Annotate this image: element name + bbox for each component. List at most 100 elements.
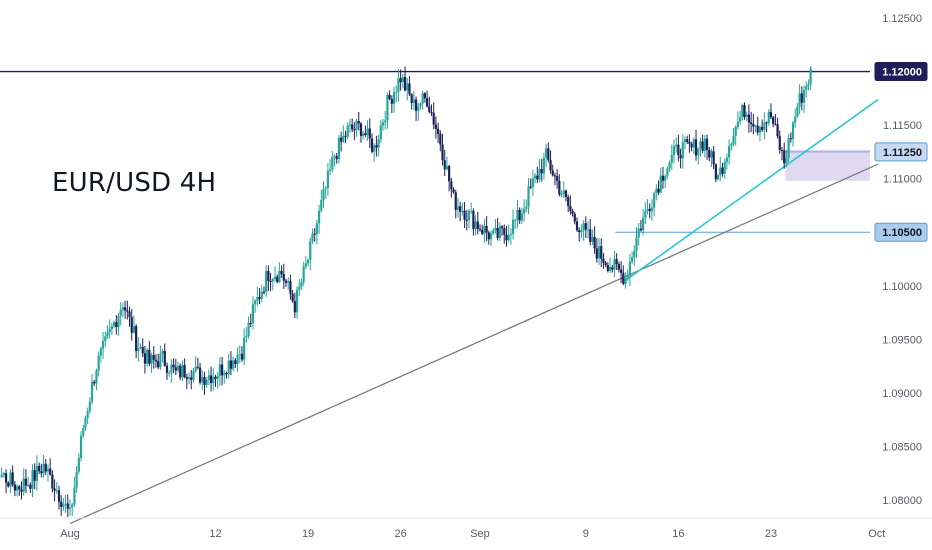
candle-body [278, 270, 281, 282]
candle-body [492, 230, 495, 234]
candle-body [500, 226, 504, 229]
candle-body [331, 157, 334, 170]
candle-body [44, 463, 47, 472]
candle-body [379, 125, 382, 140]
candle-body [646, 208, 649, 211]
candle-body [448, 165, 451, 182]
candle-body [205, 380, 208, 385]
candle-body [688, 141, 691, 144]
candle-body [216, 375, 219, 379]
y-tick-label: 1.08500 [882, 441, 922, 453]
candle-body [589, 229, 592, 242]
price-marker-support[interactable]: 1.10500 [874, 222, 928, 242]
candle-body [556, 176, 559, 181]
candle-body [254, 300, 257, 305]
candle-body [71, 504, 74, 508]
candle-body [739, 117, 742, 122]
candle-body [428, 106, 431, 112]
candle-body [604, 262, 607, 266]
candle-body [161, 350, 164, 354]
candle-body [265, 270, 268, 292]
candle-body [615, 259, 618, 265]
candle-body [179, 365, 182, 378]
candle-body [690, 143, 693, 148]
candle-body [734, 126, 737, 137]
candle-body [22, 478, 25, 492]
candle-body [212, 376, 215, 384]
candle-body [232, 360, 235, 369]
y-tick-label: 1.11500 [883, 120, 922, 132]
candle-body [313, 233, 316, 235]
candle-body [146, 349, 149, 364]
candle-body [9, 472, 12, 487]
candle-body [529, 186, 532, 188]
candle-body [745, 114, 748, 117]
candle-body [624, 277, 627, 285]
candle-body [474, 221, 477, 229]
candle-body [653, 193, 656, 208]
price-marker-label: 1.11250 [883, 147, 922, 159]
candle-body [747, 114, 751, 123]
candle-body [531, 178, 535, 188]
price-marker-zone[interactable]: 1.11250 [874, 142, 928, 162]
candle-body [522, 208, 526, 214]
candle-body [135, 326, 138, 351]
candle-body [353, 129, 356, 131]
price-marker-resistance[interactable]: 1.12000 [874, 62, 928, 82]
candle-body [681, 142, 684, 159]
candle-body [247, 322, 250, 336]
candle-body [650, 207, 654, 212]
candle-body [694, 139, 698, 156]
candle-body [699, 141, 702, 149]
candle-body [174, 367, 177, 371]
candle-body [732, 136, 735, 145]
candle-body [192, 371, 195, 380]
candle-body [564, 190, 568, 198]
candle-body [540, 168, 543, 174]
candle-body [489, 233, 493, 240]
candle-body [613, 259, 616, 270]
candle-body [741, 104, 744, 118]
candle-body [425, 98, 429, 107]
candle-body [661, 175, 665, 181]
candle-body [692, 139, 695, 148]
candle-body [386, 94, 389, 121]
candle-body [357, 120, 360, 124]
candle-body [209, 375, 213, 384]
candle-body [701, 141, 704, 151]
candle-body [642, 217, 645, 231]
candle-body [558, 180, 561, 195]
candle-body [637, 228, 640, 238]
candle-body [655, 188, 658, 194]
candle-body [708, 149, 711, 158]
candle-body [183, 365, 186, 378]
candle-body [774, 123, 777, 125]
candle-body [40, 471, 43, 474]
candle-body [562, 190, 565, 195]
candle-body [362, 133, 365, 136]
candle-body [18, 486, 21, 490]
candle-body [800, 93, 803, 103]
candle-body [329, 169, 332, 171]
candle-body [399, 78, 402, 83]
candle-body [666, 168, 669, 176]
candle-body [626, 275, 629, 278]
candle-body [434, 124, 438, 129]
candle-body [375, 145, 378, 148]
candle-body [463, 210, 466, 220]
candle-body [635, 237, 638, 251]
candle-body [630, 257, 634, 262]
price-marker-bg [874, 62, 928, 82]
candle-body [423, 93, 426, 99]
candle-body [677, 144, 680, 156]
candle-body [73, 487, 76, 505]
candle-body [767, 111, 770, 124]
y-tick-label: 1.09500 [882, 334, 922, 346]
price-marker-bg [874, 142, 928, 162]
candle-body [311, 233, 314, 242]
candle-body [481, 229, 484, 234]
candle-body [778, 136, 781, 150]
candle-body [721, 167, 724, 174]
x-tick-label: 9 [583, 528, 589, 540]
